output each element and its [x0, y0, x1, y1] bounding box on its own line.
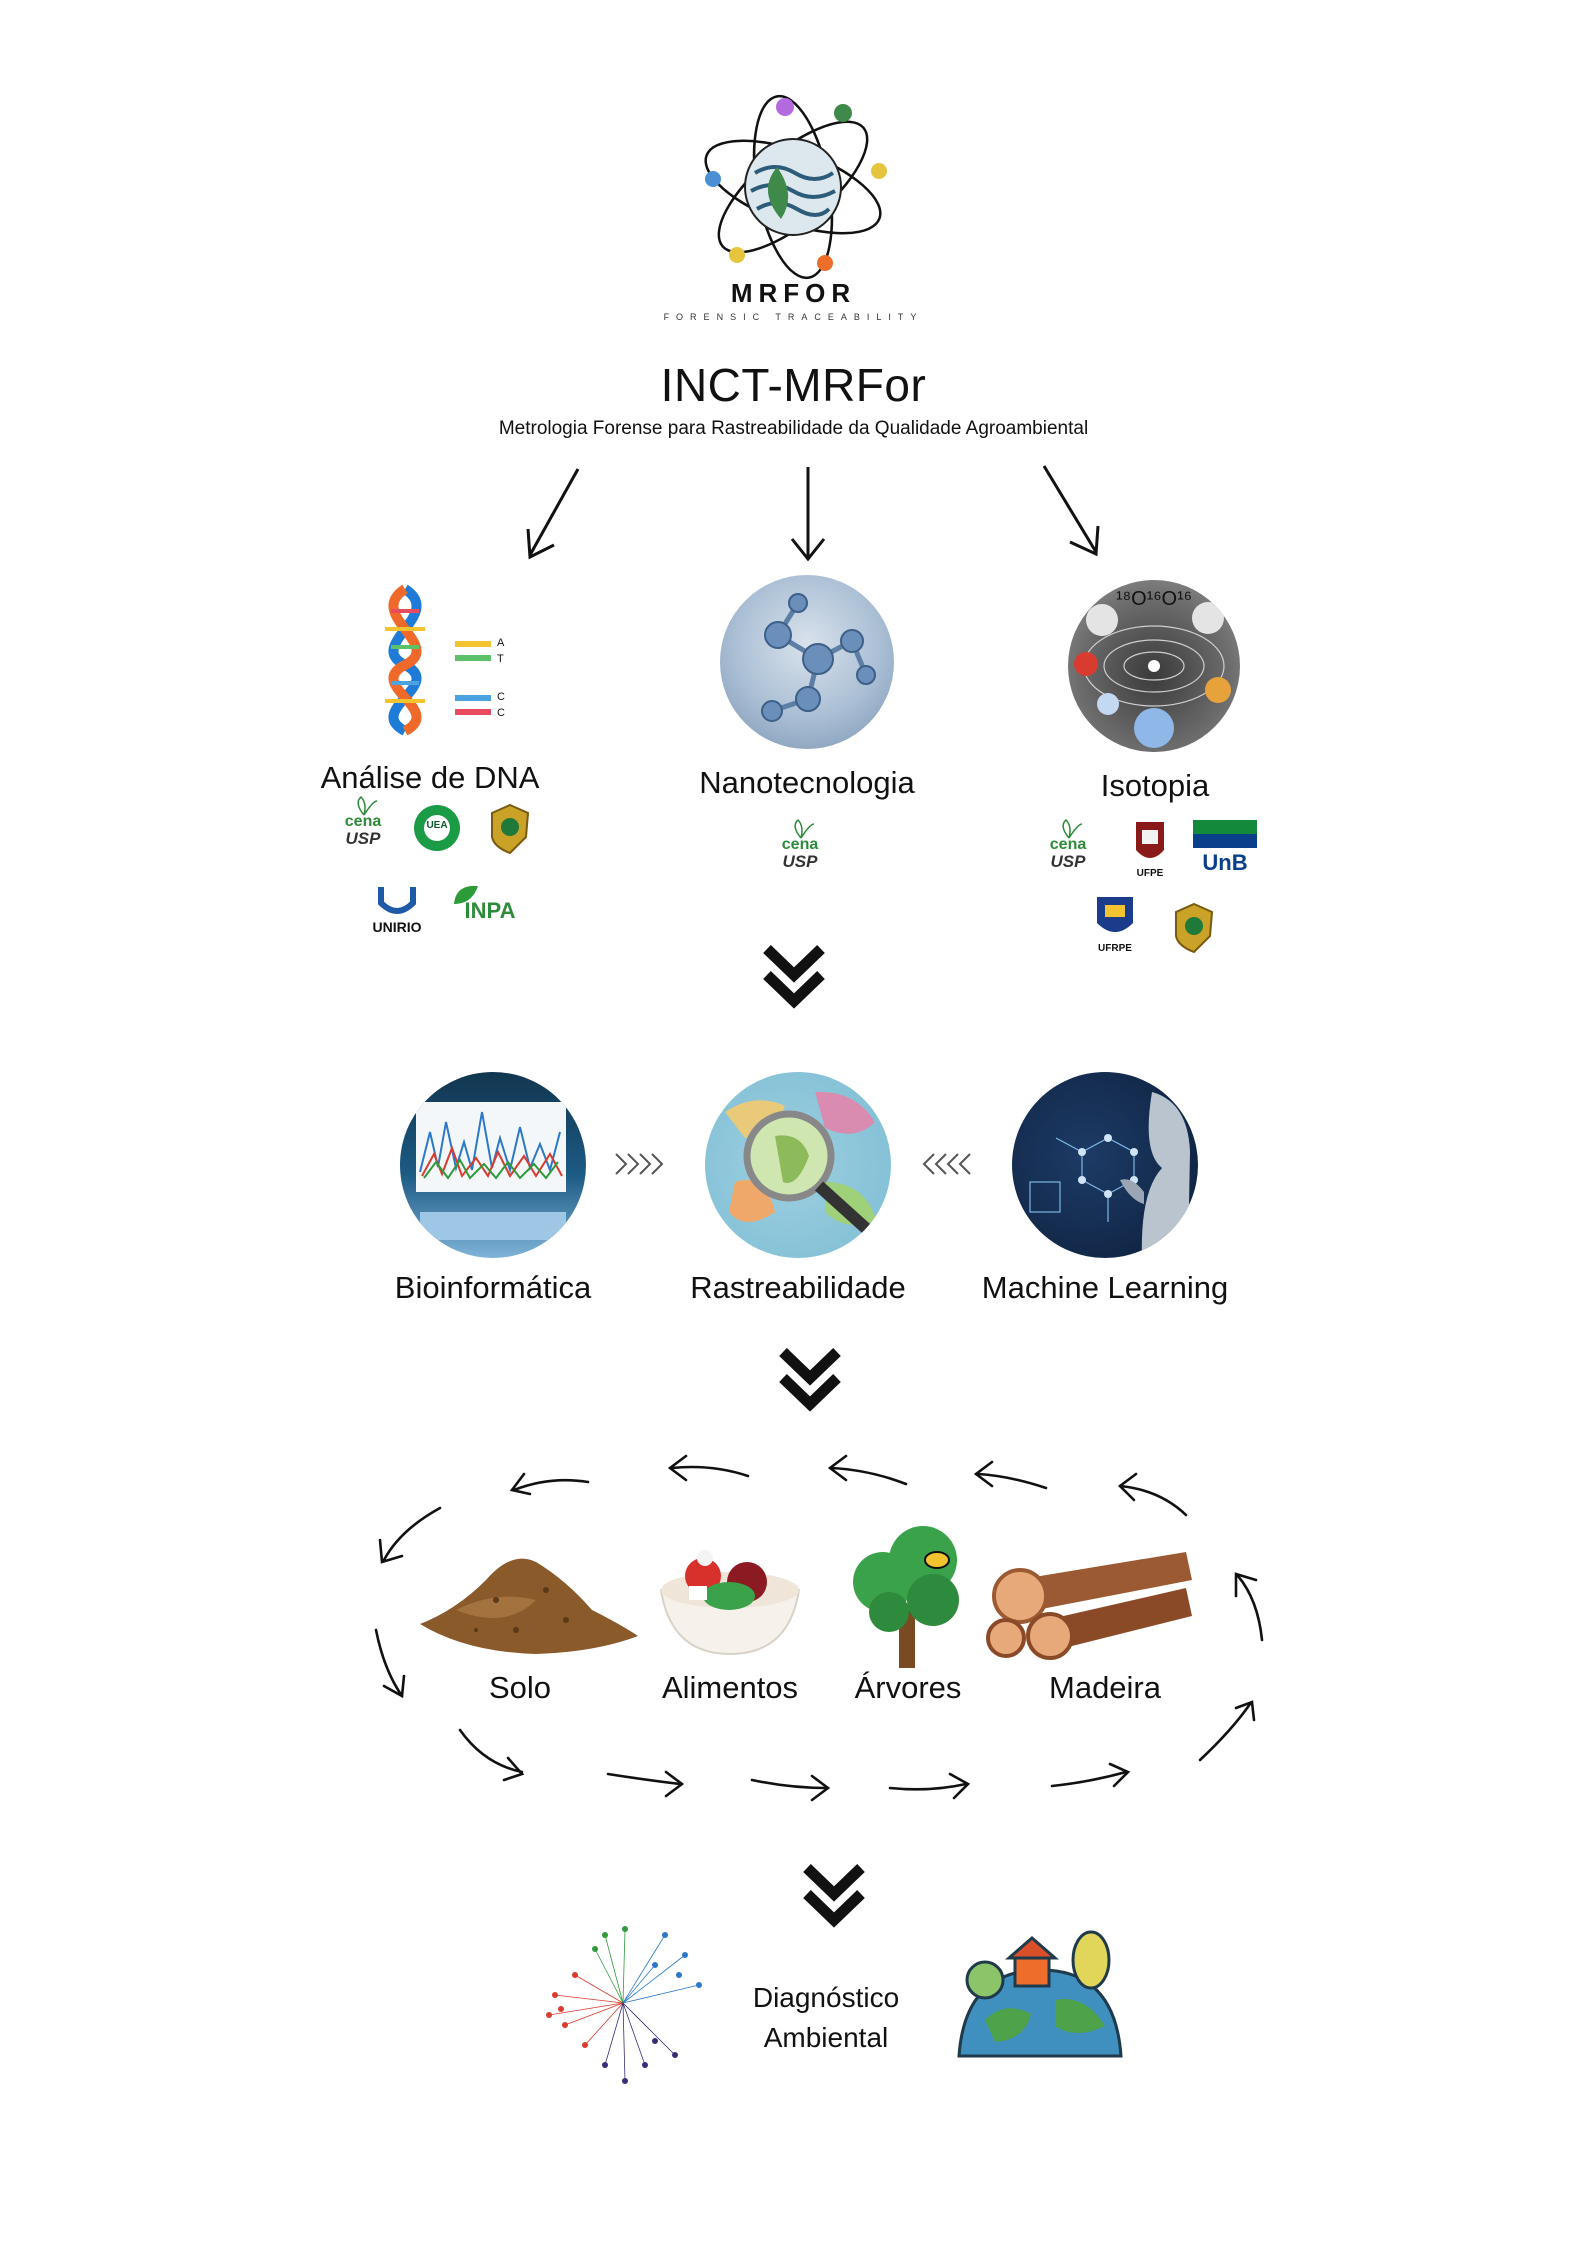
- dna-letter: C: [497, 707, 505, 719]
- logo-tagline: FORENSIC TRACEABILITY: [663, 312, 924, 322]
- earth-house-icon: [957, 1930, 1123, 2058]
- sequence-chart-icon: [416, 1102, 566, 1240]
- soil-pile-icon: [420, 1558, 638, 1654]
- isotope-icon: [1074, 602, 1231, 748]
- logo-cena-usp: cena USP: [335, 795, 391, 855]
- molecule-icon: [761, 593, 876, 722]
- tree-image: [843, 1520, 973, 1670]
- analysis-label-machine-learning: Machine Learning: [981, 1270, 1229, 1305]
- usp-text: USP: [782, 852, 818, 871]
- branch-label-dna: Análise de DNA: [320, 760, 540, 795]
- bioinformatics-image: [400, 1072, 586, 1258]
- branch-label-isotopia: Isotopia: [1100, 768, 1210, 803]
- cena-text: cena: [1049, 836, 1087, 853]
- logo-unirio: UNIRIO: [362, 885, 432, 940]
- police-badge-icon: [1175, 902, 1214, 954]
- usp-text: USP: [1050, 852, 1086, 871]
- logo-ufrpe: UFRPE: [1093, 895, 1137, 957]
- logo-uea: UEA: [412, 803, 462, 853]
- double-chevron-down-icon: [763, 945, 825, 1009]
- network-graph-image: [535, 1915, 711, 2091]
- logo-name: MRFOR: [730, 278, 857, 308]
- nanotech-image: [720, 575, 894, 749]
- network-graph-icon: [546, 1926, 702, 2084]
- inpa-leaf-icon: [454, 885, 478, 904]
- food-bowl-image: [655, 1530, 805, 1660]
- unb-flag-icon: [1193, 820, 1257, 848]
- atom-logo-icon: [704, 94, 887, 280]
- usp-text: USP: [345, 829, 381, 848]
- earth-house-image: [955, 1930, 1125, 2060]
- ufpe-text: UFPE: [1136, 868, 1164, 879]
- machine-learning-image: [1012, 1072, 1198, 1258]
- ufrpe-text: UFRPE: [1098, 943, 1132, 954]
- chevrons-left-icon: [922, 1153, 971, 1175]
- magnifier-map-icon: [725, 1091, 886, 1247]
- plant-icon: [1062, 818, 1083, 839]
- dna-letter: A: [497, 637, 505, 649]
- wood-logs-icon: [986, 1552, 1192, 1660]
- sample-label-madeira: Madeira: [1049, 1670, 1161, 1705]
- dna-image: A T C C: [355, 584, 525, 736]
- analysis-label-rastreabilidade: Rastreabilidade: [690, 1270, 906, 1305]
- arrow-to-isotopia-icon: [1042, 465, 1100, 557]
- isotope-image: ¹⁸O¹⁶O¹⁶: [1068, 580, 1240, 752]
- food-bowl-icon: [659, 1550, 801, 1656]
- analysis-label-bioinformatica: Bioinformática: [394, 1270, 592, 1305]
- sample-label-alimentos: Alimentos: [661, 1670, 799, 1705]
- robot-network-icon: [1029, 1092, 1190, 1258]
- logo-unb: UnB: [1193, 820, 1257, 880]
- uea-seal-icon: [414, 805, 460, 851]
- unb-text: UnB: [1202, 850, 1248, 875]
- branch-label-nano: Nanotecnologia: [699, 765, 915, 800]
- logo-cena-usp: cena USP: [772, 818, 828, 878]
- page-subtitle: Metrologia Forense para Rastreabilidade …: [498, 418, 1089, 439]
- logo-cena-usp: cena USP: [1040, 818, 1096, 878]
- page-title: INCT-MRFor: [660, 359, 927, 411]
- double-chevron-down-icon: [803, 1864, 865, 1928]
- double-chevron-down-icon: [779, 1348, 841, 1412]
- sample-label-solo: Solo: [488, 1670, 552, 1705]
- mrfor-logo: [693, 94, 893, 295]
- dna-letter: C: [497, 691, 505, 703]
- arrow-to-nano-icon: [790, 467, 826, 562]
- dna-letter: T: [497, 653, 504, 665]
- chevrons-right-icon: [615, 1153, 664, 1175]
- unirio-icon: [378, 887, 416, 914]
- cena-text: cena: [344, 813, 382, 830]
- police-badge-icon: [491, 803, 530, 855]
- wood-logs-image: [986, 1540, 1196, 1660]
- dna-icon: [385, 584, 491, 736]
- logo-policia-federal: [1172, 902, 1216, 954]
- arrow-to-dna-icon: [526, 468, 580, 560]
- plant-icon: [794, 818, 815, 839]
- inpa-text: INPA: [464, 898, 516, 923]
- soil-image: [416, 1540, 644, 1660]
- logo-inpa: INPA: [448, 882, 522, 940]
- ufpe-seal-icon: [1136, 822, 1164, 858]
- uea-text: UEA: [426, 820, 448, 831]
- plant-icon: [357, 795, 378, 816]
- unirio-text: UNIRIO: [372, 919, 422, 935]
- logo-ufpe: UFPE: [1130, 820, 1170, 882]
- traceability-map-image: [705, 1072, 891, 1258]
- result-label-line2: Ambiental: [763, 2022, 889, 2053]
- isotope-text: ¹⁸O¹⁶O¹⁶: [1116, 588, 1192, 610]
- sample-label-arvores: Árvores: [854, 1670, 962, 1705]
- ufrpe-seal-icon: [1097, 897, 1133, 932]
- tree-icon: [853, 1526, 959, 1668]
- logo-policia-federal: [488, 803, 532, 855]
- cena-text: cena: [781, 836, 819, 853]
- result-label-line1: Diagnóstico: [752, 1982, 900, 2013]
